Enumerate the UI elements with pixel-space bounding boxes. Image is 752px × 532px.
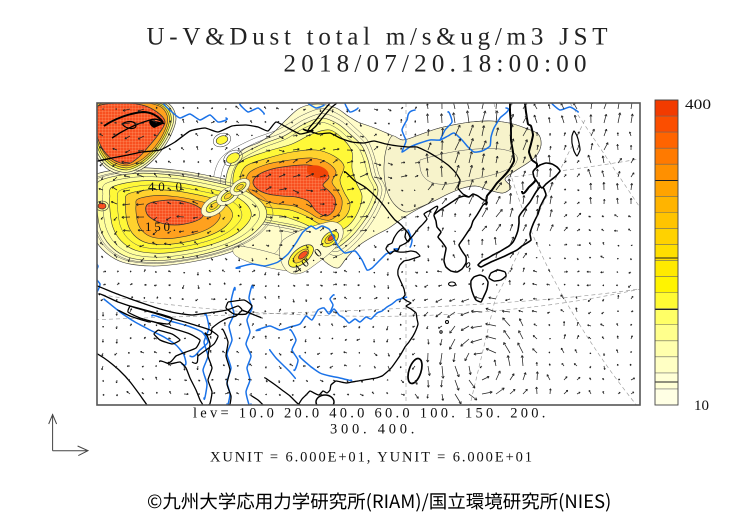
svg-text:10: 10 bbox=[694, 398, 709, 414]
svg-text:lev= 10.0 20.0 40.0 60.0 100.: lev= 10.0 20.0 40.0 60.0 100. 150. 200. bbox=[193, 406, 549, 422]
svg-text:300. 400.: 300. 400. bbox=[330, 422, 418, 438]
svg-text:XUNIT = 6.000E+01, YUNIT = 6.0: XUNIT = 6.000E+01, YUNIT = 6.000E+01 bbox=[210, 450, 534, 466]
svg-text:400: 400 bbox=[685, 97, 711, 113]
svg-text:U-V&Dust total m/s&ug/m3 JST: U-V&Dust total m/s&ug/m3 JST bbox=[147, 24, 608, 51]
